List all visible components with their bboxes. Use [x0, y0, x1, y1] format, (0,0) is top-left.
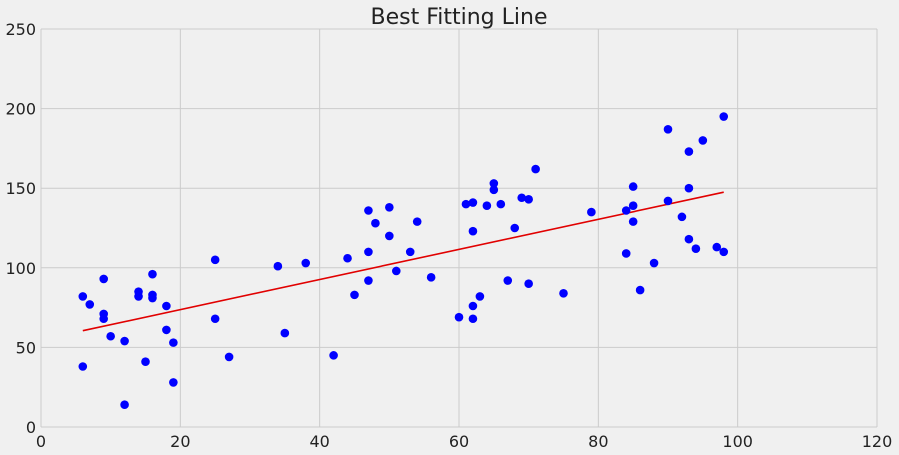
x-tick-label: 40 — [309, 432, 329, 451]
y-tick-label: 0 — [26, 418, 36, 437]
best-fit-line — [82, 191, 724, 332]
scatter-point — [677, 212, 687, 222]
scatter-point — [524, 195, 533, 204]
scatter-point — [475, 292, 485, 301]
scatter-point — [461, 199, 471, 209]
y-tick-label: 250 — [5, 20, 36, 39]
x-tick-label: 20 — [170, 432, 190, 451]
scatter-point — [99, 314, 108, 324]
scatter-point — [698, 136, 708, 145]
scatter-point — [719, 112, 729, 121]
scatter-point — [141, 357, 150, 367]
scatter-point — [468, 198, 478, 207]
x-tick-label: 80 — [588, 432, 608, 451]
scatter-point — [489, 185, 499, 195]
scatter-point — [148, 269, 157, 279]
scatter-point — [224, 352, 234, 362]
scatter-point — [329, 351, 338, 360]
scatter-point — [496, 199, 506, 209]
grid — [40, 28, 878, 428]
scatter-point — [371, 218, 380, 228]
x-tick-label: 60 — [449, 432, 469, 451]
x-tick-label: 120 — [862, 432, 893, 451]
scatter-points-layer — [78, 112, 729, 410]
scatter-point — [120, 400, 129, 410]
scatter-point — [364, 206, 373, 215]
scatter-point — [169, 338, 178, 347]
scatter-point — [468, 301, 478, 311]
scatter-point — [524, 279, 533, 289]
scatter-point — [691, 244, 701, 253]
chart-title: Best Fitting Line — [371, 5, 548, 30]
x-tick-label: 0 — [36, 432, 46, 451]
scatter-point — [559, 288, 568, 298]
scatter-point — [78, 292, 88, 301]
scatter-point — [148, 293, 157, 303]
scatter-point — [120, 336, 129, 346]
x-tick-label: 100 — [722, 432, 753, 451]
scatter-point — [503, 276, 513, 285]
scatter-point — [162, 301, 171, 311]
scatter-point — [663, 196, 673, 206]
scatter-point — [517, 193, 526, 203]
scatter-point — [510, 223, 520, 233]
scatter-point — [684, 147, 694, 156]
scatter-point — [392, 266, 401, 276]
y-tick-label: 200 — [5, 100, 36, 119]
scatter-point — [482, 201, 492, 211]
scatter-point — [106, 331, 115, 341]
scatter-point — [684, 234, 694, 244]
scatter-point — [162, 325, 171, 335]
scatter-point — [649, 258, 659, 268]
y-tick-label: 150 — [5, 179, 36, 198]
scatter-point — [350, 290, 359, 300]
x-axis-tick-labels: 0 20 40 60 80 100 120 — [36, 432, 892, 451]
scatter-point — [628, 217, 638, 226]
scatter-point — [587, 207, 596, 217]
scatter-point — [621, 249, 631, 258]
scatter-point — [628, 201, 638, 211]
scatter-point — [663, 124, 673, 134]
scatter-point — [301, 258, 311, 268]
scatter-point — [426, 273, 436, 282]
scatter-point — [273, 261, 283, 271]
scatter-point — [169, 378, 178, 387]
scatter-point — [719, 247, 729, 257]
scatter-point — [628, 182, 638, 191]
scatter-point — [78, 362, 88, 371]
scatter-point — [385, 203, 394, 212]
scatter-point — [385, 231, 394, 241]
y-axis-tick-labels: 0 50 100 150 200 250 — [5, 20, 36, 437]
scatter-point — [468, 314, 478, 324]
scatter-point — [280, 328, 290, 338]
scatter-point — [99, 274, 108, 284]
scatter-point — [85, 300, 95, 309]
scatter-point — [531, 164, 540, 174]
best-fit-line-layer — [82, 191, 724, 332]
scatter-point — [134, 292, 143, 301]
y-tick-label: 50 — [16, 338, 36, 357]
scatter-point — [468, 226, 478, 236]
scatter-point — [210, 255, 220, 265]
scatter-point — [364, 247, 373, 257]
scatter-point — [343, 253, 352, 263]
scatter-point — [489, 179, 499, 188]
scatter-point — [635, 285, 645, 295]
scatter-point — [364, 276, 373, 285]
scatter-point — [210, 314, 220, 324]
scatter-point — [621, 206, 631, 215]
y-tick-label: 100 — [5, 259, 36, 278]
scatter-point — [712, 242, 722, 252]
scatter-point — [454, 312, 464, 322]
scatter-point — [412, 217, 422, 226]
scatter-point — [405, 247, 415, 257]
scatter-point — [684, 183, 694, 193]
